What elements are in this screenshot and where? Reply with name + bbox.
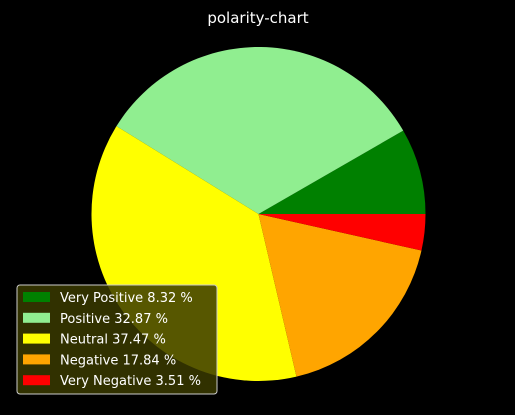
legend-label-2: Positive 32.87 %	[60, 312, 168, 327]
pie-slice-2	[116, 47, 404, 215]
legend-swatch-4	[23, 354, 50, 365]
pie-slice-4	[258, 214, 422, 377]
pie-slice-5	[258, 214, 426, 251]
chart-title: polarity-chart	[207, 9, 308, 27]
legend: Very Positive 8.32 % Positive 32.87 % Neut…	[16, 284, 218, 395]
legend-swatch-1	[23, 292, 50, 302]
legend-box	[16, 284, 218, 395]
legend-label-5: Very Negative 3.51 %	[60, 374, 201, 389]
pie-slice-1	[258, 130, 426, 214]
legend-label-4: Negative 17.84 %	[60, 353, 176, 368]
legend-swatch-5	[23, 375, 50, 386]
legend-label-3: Neutral 37.47 %	[60, 333, 166, 348]
legend-label-1: Very Positive 8.32 %	[60, 291, 193, 306]
legend-swatch-3	[23, 333, 50, 344]
legend-swatch-2	[23, 312, 50, 323]
